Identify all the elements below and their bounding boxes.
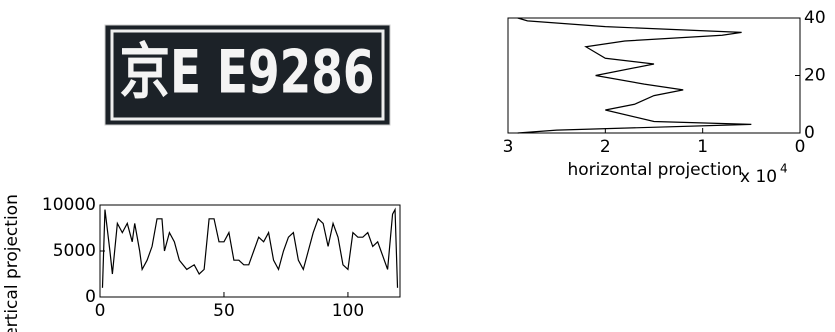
projection-line <box>102 210 397 288</box>
plot-frame <box>508 18 800 133</box>
x-tick-label: 0 <box>95 301 106 321</box>
projection-line <box>518 18 752 133</box>
x-scale-label: x 10 <box>740 167 777 187</box>
plate-image: 京E E9286 <box>105 25 390 125</box>
y-axis-label: vertical projection <box>2 194 22 332</box>
x-tick-label: 100 <box>332 301 364 321</box>
y-tick-label: 0 <box>804 123 815 143</box>
y-tick-label: 10000 <box>42 195 96 215</box>
figure: 京E E9286 0 5000 10000 0 50 100 vertical projec… <box>0 0 835 332</box>
x-tick-label: 1 <box>697 137 708 157</box>
plot-frame <box>100 205 400 297</box>
x-scale-exponent: 4 <box>780 162 788 176</box>
x-tick-label: 2 <box>600 137 611 157</box>
x-axis-label: horizontal projection <box>567 160 742 180</box>
y-tick-label: 40 <box>804 8 826 28</box>
plate-text: 京E E9286 <box>120 38 375 108</box>
y-tick-label: 20 <box>804 66 826 86</box>
x-tick-label: 50 <box>213 301 235 321</box>
y-tick-label: 5000 <box>53 241 96 261</box>
x-tick-label: 3 <box>503 137 514 157</box>
x-tick-label: 0 <box>795 137 806 157</box>
